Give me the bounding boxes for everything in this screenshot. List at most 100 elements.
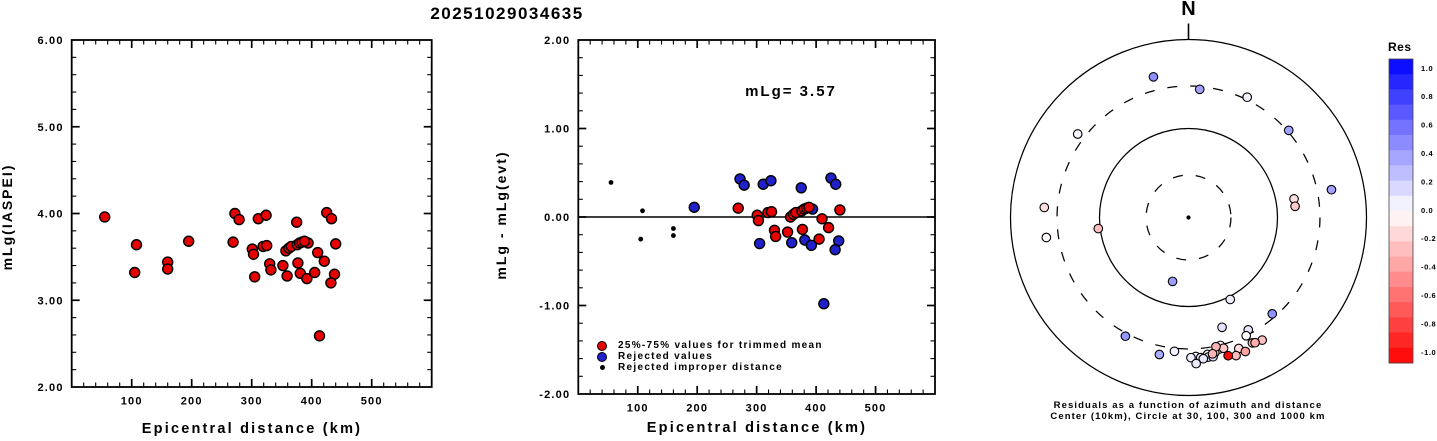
station-point-accepted: [732, 202, 744, 214]
middle-plot-yaxis-title: mLg - mLg(evt): [493, 150, 509, 280]
middle-panel-points: [608, 172, 846, 310]
station-point: [265, 264, 277, 276]
left-panel-points: [98, 206, 342, 342]
polar-station-point: [1326, 184, 1337, 195]
red-circle-marker-icon: [597, 340, 607, 351]
polar-station-point: [1223, 350, 1233, 361]
y-tick-label: 4.00: [37, 209, 63, 221]
distance-ring-300km: [1056, 85, 1321, 350]
polar-station-point: [1148, 72, 1159, 82]
colorbar-tick-label: -0.2: [1421, 234, 1436, 243]
station-point: [301, 272, 313, 285]
polar-station-point: [1194, 84, 1205, 95]
polar-station-point: [1225, 294, 1236, 305]
polar-station-point: [1250, 337, 1260, 348]
legend-item-label: 25%-75% values for trimmed mean: [618, 340, 823, 351]
y-tick-label: 0.00: [544, 212, 570, 224]
station-point: [161, 263, 174, 275]
x-tick-label: 100: [627, 403, 649, 415]
distance-ring-30km: [1145, 174, 1232, 261]
x-tick-label: 300: [746, 403, 768, 415]
polar-caption-line1: Residuals as a function of azimuth and d…: [1053, 400, 1323, 411]
distance-ring-100km: [1098, 127, 1279, 308]
colorbar-segment: [1389, 271, 1413, 288]
y-tick-label: 6.00: [37, 35, 63, 47]
station-point: [233, 213, 245, 226]
polar-station-point: [1198, 353, 1209, 364]
polar-station-point: [1242, 92, 1253, 103]
polar-station-point: [1191, 358, 1202, 369]
colorbar-segment: [1389, 89, 1413, 106]
y-tick-label: 5.00: [37, 122, 63, 134]
polar-station-point: [1267, 309, 1278, 319]
x-tick-label: 500: [865, 403, 887, 415]
station-point: [291, 216, 303, 228]
colorbar-segment: [1389, 256, 1413, 273]
polar-caption-line2: Center (10km), Circle at 30, 100, 300 an…: [1050, 411, 1326, 422]
station-point-rejected: [830, 178, 842, 190]
polar-station-point: [1120, 331, 1131, 342]
colorbar-segment: [1389, 332, 1413, 349]
station-point-improper: [640, 208, 645, 214]
polar-station-point: [1072, 129, 1083, 139]
colorbar-segment: [1389, 165, 1413, 182]
polar-station-point: [1290, 201, 1300, 212]
polar-station-point: [1283, 125, 1294, 136]
colorbar-tick-label: 0.0: [1421, 206, 1433, 215]
colorbar-segment: [1389, 150, 1413, 166]
polar-station-point: [1093, 223, 1104, 234]
x-tick-label: 200: [686, 403, 708, 415]
y-tick-label: -1.00: [539, 301, 570, 313]
station-point-rejected: [805, 239, 818, 252]
station-point: [325, 213, 338, 225]
colorbar-segment: [1389, 211, 1413, 227]
colorbar-tick-label: -0.4: [1421, 263, 1437, 272]
blue-circle-marker-icon: [597, 351, 607, 362]
station-point-rejected: [688, 201, 700, 213]
x-tick-label: 100: [121, 396, 143, 408]
station-point-accepted: [813, 233, 825, 245]
station-point: [330, 238, 342, 250]
station-point-rejected: [738, 179, 750, 191]
station-point-accepted: [765, 205, 778, 218]
station-point: [247, 248, 260, 260]
colorbar-segment: [1389, 287, 1413, 303]
left-plot-yaxis-title: mLg(IASPEI): [0, 163, 15, 271]
colorbar-tick-label: -0.6: [1421, 291, 1436, 300]
x-tick-label: 200: [181, 396, 203, 408]
legend-item-rejected-improper: Rejected improper distance: [597, 362, 823, 373]
x-tick-label: 300: [241, 396, 263, 408]
station-point-rejected: [795, 182, 807, 194]
polar-station-point: [1241, 330, 1252, 341]
station-point: [298, 235, 311, 247]
y-tick-label: 2.00: [544, 35, 570, 47]
colorbar-tick-label: -1.0: [1421, 348, 1436, 357]
colorbar-segment: [1389, 104, 1413, 121]
colorbar-tick-label: 0.6: [1421, 121, 1433, 130]
x-tick-label: 500: [361, 396, 383, 408]
station-point: [130, 239, 143, 251]
station-point: [313, 330, 326, 342]
colorbar-tick-label: 1.0: [1421, 64, 1433, 73]
station-point: [260, 209, 272, 221]
y-tick-label: 2.00: [37, 382, 63, 394]
colorbar-title: Res: [1388, 40, 1412, 54]
colorbar-segment: [1389, 119, 1413, 136]
left-scatter-panel: 100 200 300 400 500 6.00 5.00 4.00 3.00 2.00: [37, 35, 433, 408]
colorbar-segment: [1389, 180, 1413, 197]
station-point-rejected: [786, 236, 798, 249]
mlg-value-annotation: mLg= 3.57: [745, 83, 837, 100]
x-tick-label: 400: [805, 403, 827, 415]
station-point: [227, 236, 239, 248]
station-point: [248, 271, 261, 283]
legend-item-rejected-values: Rejected values: [597, 351, 823, 362]
station-point-accepted: [769, 230, 782, 243]
station-point-rejected: [829, 244, 841, 256]
colorbar-tick-label: 0.2: [1421, 177, 1433, 186]
polar-points: [1039, 72, 1337, 369]
legend-item-trimmed-mean: 25%-75% values for trimmed mean: [597, 340, 823, 351]
polar-panel: [1009, 23, 1368, 397]
x-tick-label: 400: [301, 396, 323, 408]
station-point: [325, 277, 337, 289]
